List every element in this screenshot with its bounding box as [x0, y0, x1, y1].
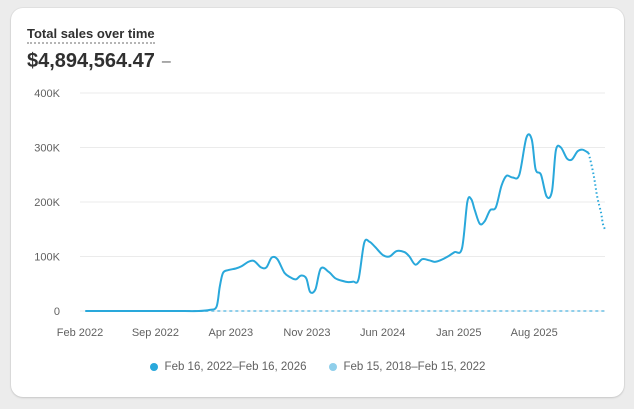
x-tick-label: Sep 2022 — [132, 327, 179, 339]
total-sales-value: $4,894,564.47 — [27, 50, 155, 72]
y-tick-label: 100K — [34, 252, 60, 264]
x-tick-label: Apr 2023 — [208, 327, 253, 339]
legend-item-current[interactable]: Feb 16, 2022–Feb 16, 2026 — [149, 361, 307, 373]
legend-dot-current — [149, 363, 158, 371]
y-tick-label: 200K — [34, 197, 60, 209]
series-line-current — [85, 133, 590, 313]
sales-line-chart: 0 100K 200K 300K 400K Feb 2022 Sep 2022 Apr 202… — [34, 88, 606, 339]
sales-card: Total sales over time $4,894,564.47 – 0 1… — [11, 8, 624, 397]
x-tick-label: Feb 2022 — [57, 327, 103, 339]
series-line-current-tail — [587, 152, 606, 230]
x-tick-label: Jan 2025 — [436, 327, 481, 339]
legend-label-current: Feb 16, 2022–Feb 16, 2026 — [164, 361, 307, 373]
y-tick-label: 0 — [54, 306, 60, 318]
x-tick-label: Aug 2025 — [511, 327, 558, 339]
legend-item-previous[interactable]: Feb 15, 2018–Feb 15, 2022 — [328, 361, 486, 373]
y-tick-label: 300K — [34, 143, 60, 155]
card-title[interactable]: Total sales over time — [27, 26, 155, 44]
legend-label-previous: Feb 15, 2018–Feb 15, 2022 — [343, 361, 486, 373]
x-tick-label: Jun 2024 — [360, 327, 405, 339]
y-tick-label: 400K — [34, 88, 60, 100]
legend-dot-previous — [328, 363, 337, 371]
x-tick-label: Nov 2023 — [283, 327, 330, 339]
total-change-indicator: – — [161, 52, 171, 70]
total-row: $4,894,564.47 – — [27, 50, 171, 73]
chart-legend: Feb 16, 2022–Feb 16, 2026 Feb 15, 2018–F… — [11, 361, 624, 373]
